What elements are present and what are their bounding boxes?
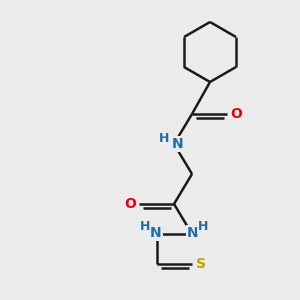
Text: H: H <box>198 220 208 232</box>
Text: N: N <box>187 226 199 240</box>
Text: O: O <box>230 107 242 121</box>
Text: O: O <box>124 197 136 211</box>
Text: S: S <box>196 257 206 271</box>
Text: N: N <box>150 226 162 240</box>
Text: H: H <box>140 220 150 232</box>
Text: N: N <box>172 137 184 151</box>
Text: H: H <box>159 133 169 146</box>
